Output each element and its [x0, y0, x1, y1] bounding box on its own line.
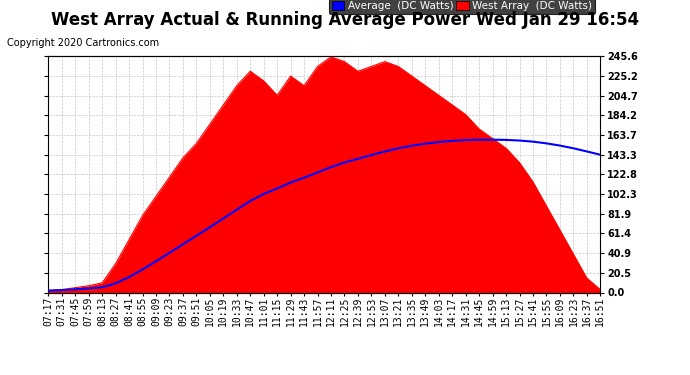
- Legend: Average  (DC Watts), West Array  (DC Watts): Average (DC Watts), West Array (DC Watts…: [329, 0, 595, 14]
- Text: West Array Actual & Running Average Power Wed Jan 29 16:54: West Array Actual & Running Average Powe…: [51, 11, 639, 29]
- Text: Copyright 2020 Cartronics.com: Copyright 2020 Cartronics.com: [7, 38, 159, 48]
